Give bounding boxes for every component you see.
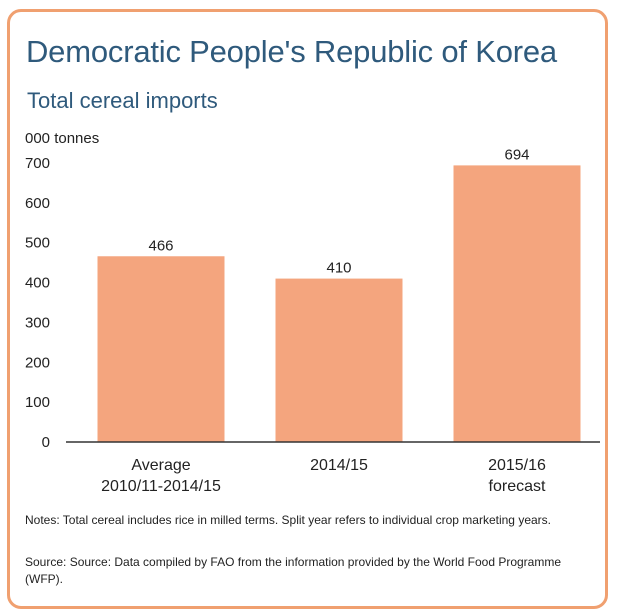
x-category-label: 2014/15 <box>310 457 368 474</box>
chart-notes: Notes: Total cereal includes rice in mil… <box>25 513 551 527</box>
y-tick-label: 100 <box>25 394 50 411</box>
x-category-label: Average <box>131 457 190 474</box>
y-tick-label: 200 <box>25 354 50 371</box>
y-tick-label: 0 <box>42 434 50 451</box>
y-tick-label: 600 <box>25 195 50 212</box>
data-label: 466 <box>148 237 173 254</box>
x-category-label: forecast <box>489 478 546 495</box>
chart-subtitle: Total cereal imports <box>27 88 218 113</box>
bar <box>97 256 225 442</box>
x-category-label: 2010/11-2014/15 <box>101 478 221 495</box>
data-label: 694 <box>504 146 529 163</box>
bar-chart: 0 100 200 300 400 500 600 700 466 Average 2010/11-… <box>25 146 600 495</box>
bar <box>275 278 403 442</box>
y-axis-unit-label: 000 tonnes <box>25 130 100 147</box>
x-category-label: 2015/16 <box>488 457 546 474</box>
chart-source: Source: Source: Data compiled by FAO fro… <box>25 555 562 586</box>
data-label: 410 <box>326 260 351 277</box>
y-tick-label: 700 <box>25 155 50 172</box>
bar <box>453 165 581 443</box>
y-tick-label: 500 <box>25 235 50 252</box>
chart-title: Democratic People's Republic of Korea <box>26 34 557 69</box>
y-tick-label: 400 <box>25 275 50 292</box>
y-tick-label: 300 <box>25 314 50 331</box>
